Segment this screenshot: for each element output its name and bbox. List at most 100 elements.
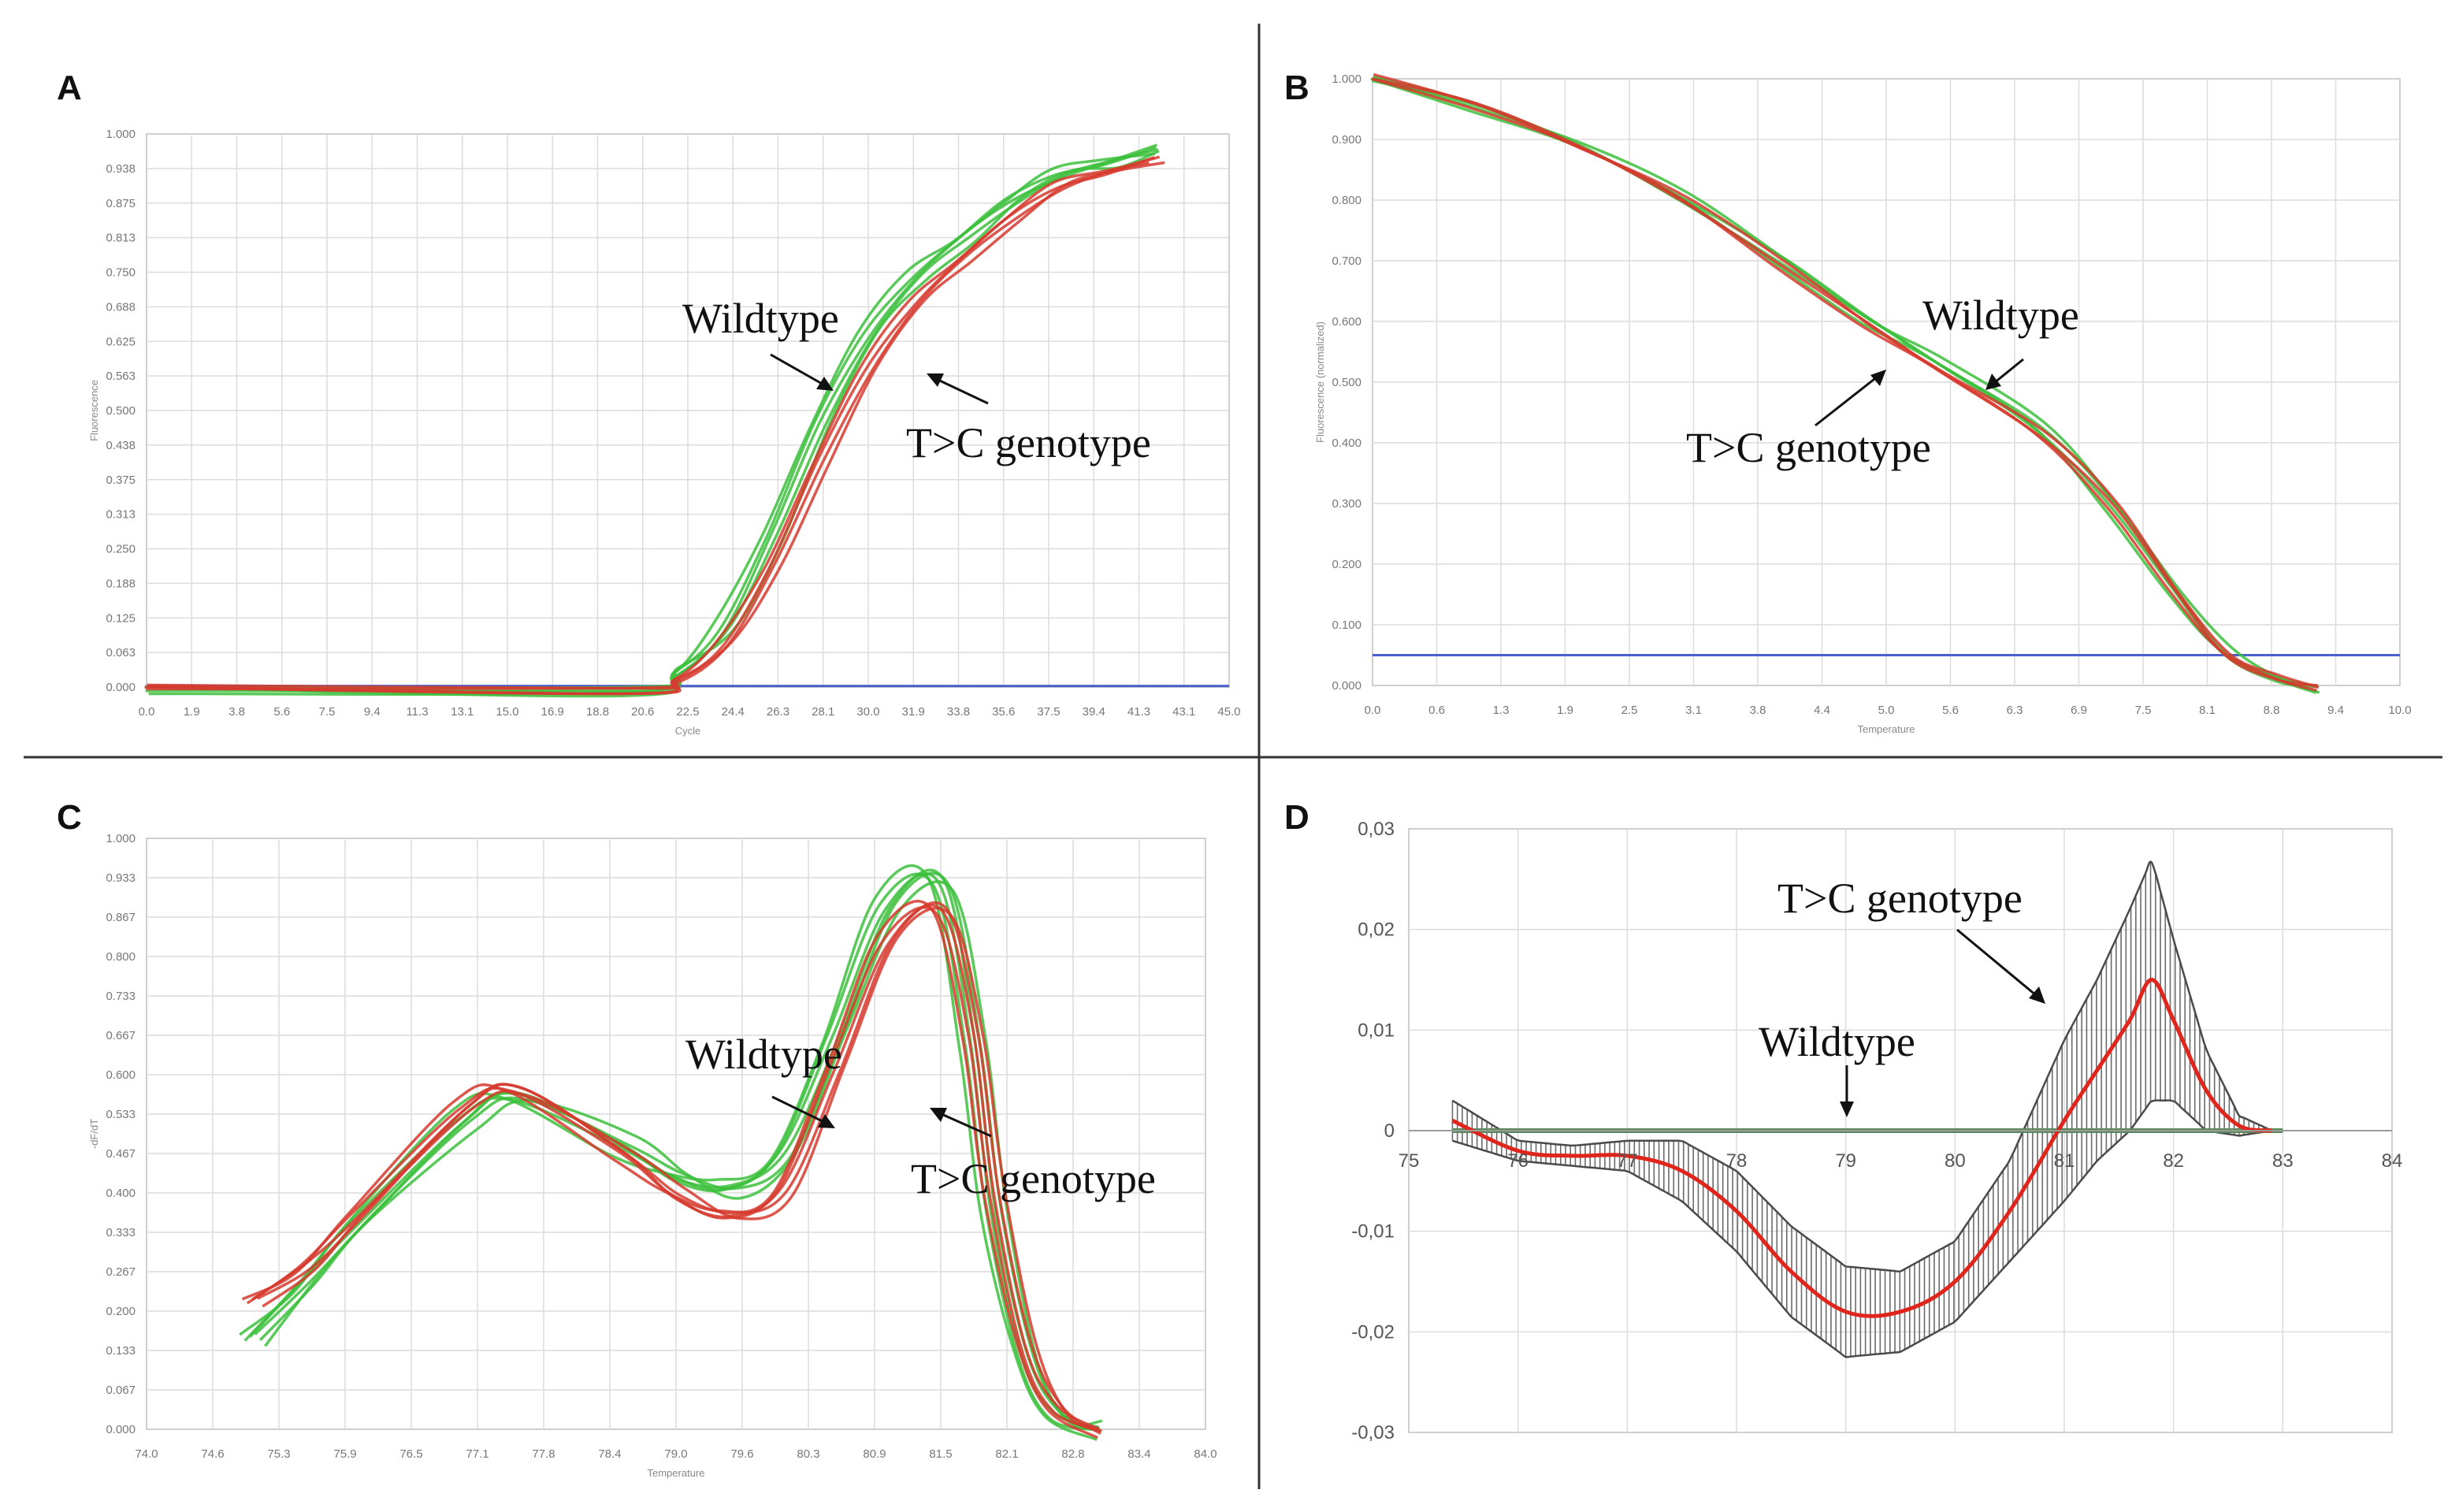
y-tick-label: 0.333	[106, 1226, 136, 1239]
x-tick-label: 26.3	[767, 705, 789, 719]
panel-d-wildtype-label: Wildtype	[1759, 1018, 1915, 1065]
x-tick-label: 83.4	[1127, 1447, 1150, 1461]
panel-d: D 0,03 0,02 0,01 0 -0,01 -0,02 -0,03 75 76 77 78 79…	[1284, 798, 2402, 1443]
x-tick-label: 5.6	[1942, 704, 1959, 717]
panel-b-arrowhead-wildtype	[1985, 373, 2001, 390]
panel-d-arrow-mutant	[1956, 928, 2041, 1001]
panel-c: C 74.0 74.6 75.3 75.9 76.5 77.1 77.8 78.4 79.0 79…	[57, 798, 1217, 1479]
x-tick-label: 80	[1945, 1150, 1966, 1172]
panel-b-arrow-mutant	[1815, 372, 1882, 427]
y-tick-label: 0.000	[1332, 679, 1361, 693]
panel-d-arrowhead-wildtype	[1840, 1101, 1854, 1117]
y-tick-label: 0.375	[106, 474, 136, 487]
x-tick-label: 84	[2382, 1150, 2403, 1172]
y-tick-label: 0.188	[106, 577, 136, 590]
y-tick-label: -0,01	[1351, 1221, 1395, 1243]
series-line-wildtype-4	[148, 149, 1160, 696]
y-tick-label: -0,03	[1351, 1422, 1395, 1443]
x-tick-label: 1.9	[1557, 704, 1573, 717]
y-tick-label: 0.250	[106, 543, 136, 556]
y-tick-label: 0,03	[1358, 819, 1395, 840]
x-tick-label: 79.6	[730, 1447, 753, 1461]
x-tick-label: 2.5	[1621, 704, 1638, 717]
x-tick-label: 77.8	[532, 1447, 555, 1461]
y-tick-label: 0.733	[106, 990, 136, 1003]
x-axis-label: Temperature	[648, 1467, 705, 1479]
y-tick-label: 0.067	[106, 1384, 136, 1397]
x-tick-label: 76.5	[399, 1447, 422, 1461]
x-tick-label: 20.6	[631, 705, 654, 719]
x-tick-label: 15.0	[496, 705, 518, 719]
x-tick-label: 7.5	[319, 705, 336, 719]
x-tick-label: 9.4	[2327, 704, 2344, 717]
x-tick-label: 78	[1726, 1150, 1748, 1172]
panel-c-grid	[146, 838, 1206, 1430]
y-tick-label: 0.600	[1332, 315, 1361, 329]
y-axis-label: Fluorescence	[88, 380, 100, 441]
panel-a-series	[144, 143, 1229, 698]
x-tick-label: 78.4	[598, 1447, 621, 1461]
x-tick-label: 10.0	[2388, 704, 2411, 717]
x-tick-label: 43.1	[1172, 705, 1195, 719]
y-tick-label: 0.100	[1332, 619, 1361, 632]
panel-c-arrows	[771, 1095, 992, 1138]
x-tick-label: 74.6	[201, 1447, 224, 1461]
x-tick-label: 16.9	[541, 705, 564, 719]
panel-d-arrows	[1840, 928, 2045, 1117]
x-tick-label: 41.3	[1127, 705, 1150, 719]
panel-a: A 0.0 1.9 3.8 5.6 7.5 9.4 11.3 13.1 15.0 16.9 18.8…	[57, 69, 1241, 737]
x-tick-label: 11.3	[406, 705, 428, 719]
panel-c-mutant-label: T>C genotype	[911, 1155, 1156, 1202]
series-line-t-c-genotype-4	[262, 906, 1102, 1433]
panel-a-grid	[146, 133, 1230, 688]
y-axis-label: -dF/dT	[88, 1119, 100, 1149]
panel-a-mutant-label: T>C genotype	[906, 419, 1151, 466]
series-line-t-c-genotype-0	[241, 899, 1098, 1440]
x-tick-label: 77	[1617, 1150, 1638, 1172]
y-tick-label: 0.000	[106, 681, 136, 694]
panel-b-mutant-label: T>C genotype	[1686, 424, 1931, 471]
panel-b-arrows	[1815, 358, 2024, 427]
y-tick-label: 0.500	[1332, 376, 1361, 389]
y-tick-label: 0.563	[106, 370, 136, 383]
x-tick-label: 37.5	[1037, 705, 1060, 719]
panel-b-series	[1370, 72, 2400, 694]
y-tick-label: 0.133	[106, 1344, 136, 1358]
series-line-tc-genotype-mean	[1451, 977, 2272, 1318]
series-line-t-c-genotype-3	[257, 901, 1101, 1436]
panel-d-mutant-label: T>C genotype	[1777, 875, 2023, 922]
series-line-t-c-genotype-2	[147, 155, 1161, 690]
y-tick-label: 0.533	[106, 1108, 136, 1121]
x-tick-label: 77.1	[466, 1447, 488, 1461]
panel-a-arrowhead-wildtype	[816, 377, 834, 391]
x-tick-label: 80.9	[863, 1447, 886, 1461]
x-tick-label: 83	[2272, 1150, 2294, 1172]
x-tick-label: 82	[2163, 1150, 2184, 1172]
y-tick-label: 0.313	[106, 508, 136, 522]
panel-d-ticks: 0,03 0,02 0,01 0 -0,01 -0,02 -0,03 75 76 77 78 79 80…	[1351, 819, 2402, 1443]
panel-letter-b: B	[1284, 69, 1309, 107]
x-tick-label: 8.1	[2199, 704, 2216, 717]
y-tick-label: 1.000	[106, 832, 136, 845]
x-tick-label: 39.4	[1083, 705, 1105, 719]
series-line-wildtype-0	[239, 864, 1098, 1441]
series-line-wildtype-3	[1373, 76, 2320, 694]
panel-a-arrow-mutant	[930, 375, 989, 405]
y-tick-label: 0.267	[106, 1265, 136, 1279]
y-tick-label: 0.467	[106, 1147, 136, 1161]
panel-a-arrows	[770, 353, 989, 405]
y-tick-label: 0.200	[1332, 558, 1361, 571]
x-axis-label: Cycle	[675, 725, 701, 737]
x-tick-label: 79.0	[664, 1447, 687, 1461]
x-tick-label: 13.1	[451, 705, 474, 719]
panel-a-ticks: 0.0 1.9 3.8 5.6 7.5 9.4 11.3 13.1 15.0 16.9 18.8 20…	[88, 128, 1241, 737]
error-envelope-lower	[1452, 1099, 2269, 1358]
x-tick-label: 1.9	[184, 705, 200, 719]
panel-d-arrowhead-mutant	[2029, 986, 2045, 1004]
y-tick-label: 0.300	[1332, 497, 1361, 511]
panel-c-series	[239, 864, 1103, 1441]
x-tick-label: 33.8	[947, 705, 970, 719]
y-tick-label: 0.400	[106, 1187, 136, 1200]
x-tick-label: 8.8	[2264, 704, 2280, 717]
x-tick-label: 75	[1399, 1150, 1420, 1172]
